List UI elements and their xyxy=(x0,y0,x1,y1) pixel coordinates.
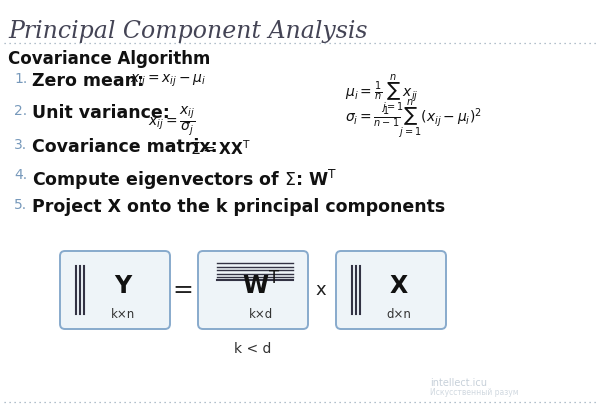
FancyBboxPatch shape xyxy=(198,251,308,329)
Text: X: X xyxy=(390,274,408,298)
Text: k < d: k < d xyxy=(234,342,272,356)
Text: $x_{ij} = x_{ij} - \mu_i$: $x_{ij} = x_{ij} - \mu_i$ xyxy=(130,73,206,89)
Text: 3.: 3. xyxy=(14,138,27,152)
Text: Principal Component Analysis: Principal Component Analysis xyxy=(8,20,367,43)
Text: Covariance matrix:: Covariance matrix: xyxy=(32,138,218,156)
Text: k×d: k×d xyxy=(249,308,273,321)
FancyBboxPatch shape xyxy=(336,251,446,329)
Text: 4.: 4. xyxy=(14,168,27,182)
Text: $x_{ij} = \dfrac{x_{ij}}{\sigma_j}$: $x_{ij} = \dfrac{x_{ij}}{\sigma_j}$ xyxy=(148,105,196,138)
Text: Zero mean:: Zero mean: xyxy=(32,72,144,90)
Text: d×n: d×n xyxy=(386,308,411,321)
Text: $\Sigma = \mathbf{XX}^\mathrm{T}$: $\Sigma = \mathbf{XX}^\mathrm{T}$ xyxy=(190,139,250,158)
Text: =: = xyxy=(173,278,193,302)
Text: 1.: 1. xyxy=(14,72,27,86)
Text: $\sigma_i = \frac{1}{n-1}\sum_{j=1}^{n}(x_{ij} - \mu_i)^2$: $\sigma_i = \frac{1}{n-1}\sum_{j=1}^{n}(… xyxy=(345,98,482,141)
Text: Covariance Algorithm: Covariance Algorithm xyxy=(8,50,210,68)
Text: Искусственный разум: Искусственный разум xyxy=(430,388,519,397)
Text: intellect.icu: intellect.icu xyxy=(430,378,487,388)
Text: x: x xyxy=(315,281,326,299)
FancyBboxPatch shape xyxy=(60,251,170,329)
Text: Compute eigenvectors of $\Sigma$: $\mathbf{W}^\mathrm{T}$: Compute eigenvectors of $\Sigma$: $\math… xyxy=(32,168,337,192)
Text: k×n: k×n xyxy=(111,308,135,321)
Text: Unit variance:: Unit variance: xyxy=(32,104,170,122)
Text: 5.: 5. xyxy=(14,198,27,212)
Text: Y: Y xyxy=(114,274,132,298)
Text: $\mu_i = \frac{1}{n}\sum_{j=1}^{n} x_{ij}$: $\mu_i = \frac{1}{n}\sum_{j=1}^{n} x_{ij… xyxy=(345,73,418,116)
Text: 2.: 2. xyxy=(14,104,27,118)
Text: Project X onto the k principal components: Project X onto the k principal component… xyxy=(32,198,445,216)
Text: $\mathbf{W}^\mathrm{T}$: $\mathbf{W}^\mathrm{T}$ xyxy=(242,273,280,299)
